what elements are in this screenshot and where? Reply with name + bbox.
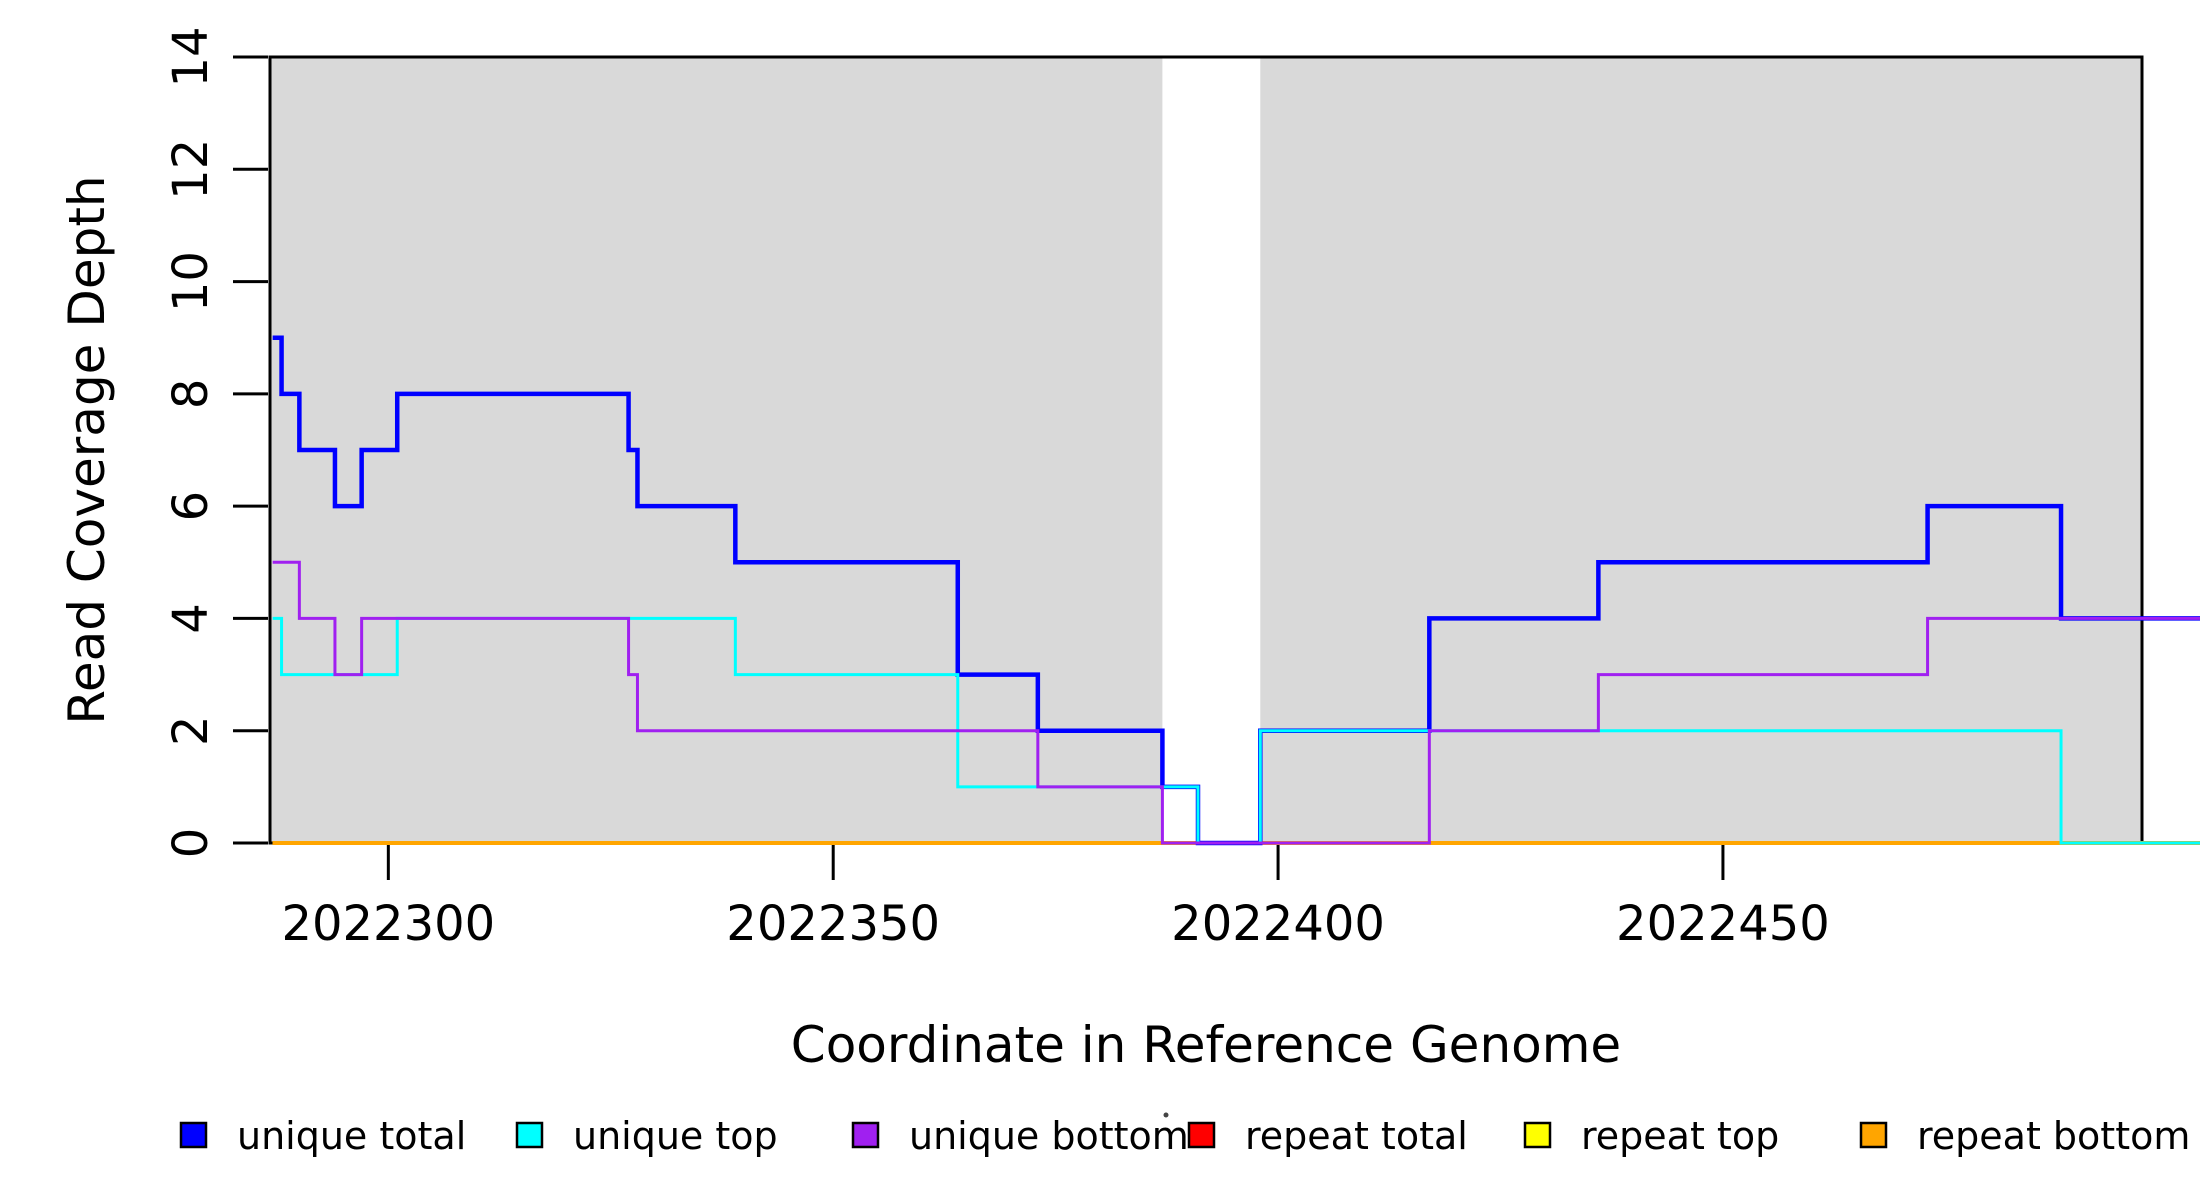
y-axis-title: Read Coverage Depth bbox=[58, 175, 116, 724]
legend-label-repeat-bottom: repeat bottom bbox=[1917, 1114, 2190, 1158]
legend: unique total unique top unique bottom repea… bbox=[179, 1114, 2190, 1158]
legend-swatch-unique-total bbox=[179, 1121, 208, 1149]
x-axis-title: Coordinate in Reference Genome bbox=[791, 1016, 1621, 1074]
y-tick-label: 10 bbox=[163, 251, 219, 312]
legend-swatch-unique-bottom bbox=[851, 1121, 880, 1149]
series-line-unique-total bbox=[272, 335, 2200, 846]
y-tick-label: 4 bbox=[163, 603, 219, 634]
y-tick-label: 14 bbox=[163, 26, 219, 87]
y-axis: 0 2 4 6 8 10 12 14 bbox=[163, 26, 268, 858]
y-tick-label: 6 bbox=[163, 491, 219, 522]
series-line-unique-bottom bbox=[272, 560, 2200, 845]
shaded-region bbox=[270, 57, 1163, 843]
y-tick-label: 0 bbox=[163, 828, 219, 859]
x-axis: 2022300 2022350 2022400 2022450 bbox=[281, 845, 1830, 952]
legend-item-unique-total: unique total bbox=[179, 1114, 466, 1158]
legend-swatch-unique-top bbox=[515, 1121, 544, 1149]
legend-item-unique-bottom: unique bottom bbox=[851, 1114, 1189, 1158]
shaded-regions bbox=[270, 57, 2142, 843]
legend-item-unique-top: unique top bbox=[515, 1114, 778, 1158]
legend-swatch-repeat-top bbox=[1523, 1121, 1552, 1149]
stray-mark bbox=[1163, 1112, 1169, 1118]
shaded-region bbox=[1260, 57, 2142, 843]
legend-swatch-repeat-total bbox=[1187, 1121, 1216, 1149]
legend-item-repeat-total: repeat total bbox=[1187, 1114, 1468, 1158]
legend-label-repeat-total: repeat total bbox=[1245, 1114, 1468, 1158]
x-tick-label: 2022400 bbox=[1171, 896, 1385, 952]
legend-label-repeat-top: repeat top bbox=[1581, 1114, 1779, 1158]
x-tick-label: 2022300 bbox=[281, 896, 495, 952]
legend-label-unique-total: unique total bbox=[237, 1114, 466, 1158]
y-tick-label: 8 bbox=[163, 379, 219, 410]
y-tick-label: 2 bbox=[163, 715, 219, 746]
x-tick-label: 2022350 bbox=[726, 896, 940, 952]
series-lines bbox=[272, 335, 2200, 846]
y-tick-label: 12 bbox=[163, 139, 219, 200]
legend-swatch-repeat-bottom bbox=[1859, 1121, 1888, 1149]
legend-label-unique-bottom: unique bottom bbox=[909, 1114, 1189, 1158]
legend-item-repeat-top: repeat top bbox=[1523, 1114, 1779, 1158]
x-tick-label: 2022450 bbox=[1616, 896, 1830, 952]
legend-label-unique-top: unique top bbox=[573, 1114, 778, 1158]
legend-item-repeat-bottom: repeat bottom bbox=[1859, 1114, 2190, 1158]
